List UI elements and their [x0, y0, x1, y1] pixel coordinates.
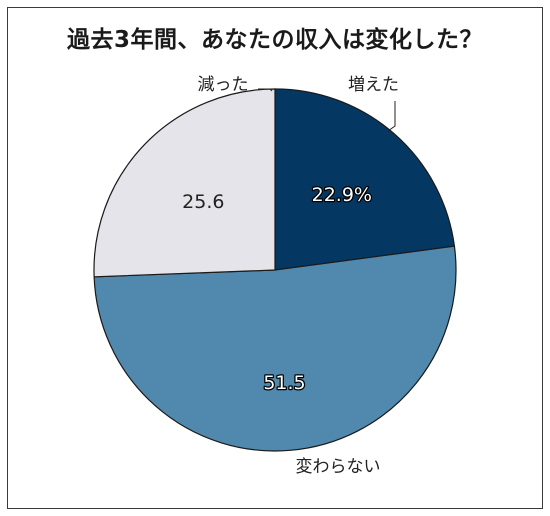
category-label-2: 変わらない: [296, 457, 381, 477]
category-label-3: 減った: [198, 75, 249, 95]
value-label-3: 25.6: [182, 191, 224, 213]
pie-slices: [93, 88, 457, 452]
chart-title: 過去3年間、あなたの収入は変化した？: [66, 27, 483, 53]
pie-slice-1: [274, 88, 456, 271]
leader-line-1: [387, 101, 396, 132]
category-label-1: 増えた: [348, 75, 399, 95]
value-label-2: 51.5: [263, 372, 305, 394]
value-label-1: 22.9%: [312, 184, 372, 206]
pie-labels: 22.9% 増えた 51.5 変わらない 25.6 減った: [182, 75, 399, 477]
leader-line-3: [258, 88, 273, 92]
pie-slice-2: [93, 245, 457, 452]
leader-lines: [258, 88, 396, 132]
pie-slice-3: [93, 88, 276, 278]
